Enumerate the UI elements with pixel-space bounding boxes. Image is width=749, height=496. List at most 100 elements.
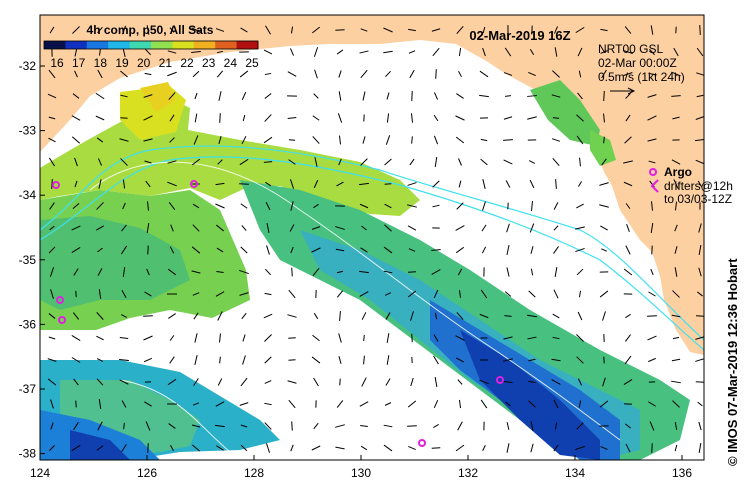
current-vector bbox=[290, 246, 294, 254]
current-legend-line1: NRT00 GSL bbox=[598, 42, 663, 56]
current-vector bbox=[264, 72, 272, 76]
current-vector bbox=[386, 355, 390, 365]
current-vector bbox=[694, 138, 704, 142]
current-vector bbox=[359, 291, 369, 297]
current-vector bbox=[482, 179, 486, 189]
current-vector bbox=[242, 114, 246, 122]
current-vector bbox=[459, 290, 461, 298]
current-vector bbox=[506, 443, 510, 453]
current-vector bbox=[287, 380, 297, 384]
current-vector bbox=[503, 336, 513, 340]
current-vector bbox=[603, 113, 605, 123]
current-vector bbox=[339, 135, 341, 145]
current-vector bbox=[289, 179, 295, 189]
current-vector bbox=[527, 95, 537, 97]
current-vector bbox=[143, 94, 153, 98]
current-vector bbox=[552, 313, 560, 319]
current-vector bbox=[96, 335, 104, 341]
current-vector bbox=[313, 422, 319, 430]
current-legend-line3: 0.5m/s (1kt 24h) bbox=[598, 70, 685, 84]
current-vector bbox=[528, 358, 536, 362]
y-tick-label: -35 bbox=[19, 253, 37, 267]
current-vector bbox=[528, 380, 536, 384]
current-vector bbox=[575, 445, 585, 451]
current-vector bbox=[288, 359, 296, 361]
current-vector bbox=[360, 425, 368, 427]
current-vector bbox=[648, 160, 656, 164]
current-vector bbox=[600, 446, 608, 450]
argo-float-marker bbox=[418, 439, 426, 447]
current-vector bbox=[119, 379, 129, 385]
current-vector bbox=[674, 421, 678, 431]
current-vector bbox=[649, 180, 655, 188]
current-vector bbox=[216, 224, 224, 232]
current-vector bbox=[168, 202, 176, 210]
current-vector bbox=[625, 423, 631, 429]
current-vector bbox=[265, 181, 271, 187]
current-vector bbox=[651, 201, 653, 211]
current-vector bbox=[480, 289, 488, 299]
current-vector bbox=[122, 202, 126, 210]
current-vector bbox=[337, 113, 343, 123]
current-vector bbox=[623, 268, 633, 276]
argo-marker-icon bbox=[649, 168, 657, 176]
current-vector bbox=[695, 381, 704, 383]
current-vector bbox=[338, 158, 342, 166]
current-vector bbox=[433, 355, 439, 365]
current-vector bbox=[458, 180, 462, 188]
current-vector bbox=[458, 399, 462, 409]
current-vector bbox=[144, 291, 152, 297]
current-vector bbox=[385, 135, 391, 145]
current-vector bbox=[312, 136, 320, 144]
current-vector bbox=[95, 92, 105, 100]
current-vector bbox=[576, 356, 584, 364]
current-vector bbox=[170, 445, 174, 451]
current-vector bbox=[529, 179, 535, 189]
current-vector bbox=[576, 203, 584, 209]
current-vector bbox=[122, 179, 126, 189]
current-vector bbox=[695, 336, 704, 340]
current-vector bbox=[674, 201, 678, 211]
y-tick-label: -33 bbox=[19, 124, 37, 138]
current-vector bbox=[551, 94, 561, 98]
current-vector bbox=[361, 225, 367, 231]
current-vector bbox=[578, 400, 582, 408]
current-vector bbox=[577, 378, 583, 386]
current-vector bbox=[47, 378, 57, 386]
current-vector bbox=[698, 244, 702, 256]
current-vector bbox=[167, 71, 177, 77]
current-vector bbox=[97, 69, 103, 79]
current-vector bbox=[215, 291, 225, 297]
drifter-track-icon bbox=[650, 179, 659, 193]
current-vector bbox=[71, 136, 81, 144]
current-vector bbox=[624, 26, 632, 34]
current-vector bbox=[97, 158, 103, 166]
current-vector bbox=[383, 270, 393, 274]
current-vector bbox=[625, 114, 631, 122]
current-vector bbox=[600, 28, 608, 32]
colorbar-tick-label: 16 bbox=[50, 56, 64, 70]
current-vector bbox=[386, 92, 390, 100]
current-vector bbox=[553, 202, 559, 210]
current-vector bbox=[623, 49, 633, 55]
current-vector bbox=[577, 181, 583, 187]
current-vector bbox=[192, 402, 200, 406]
current-vector bbox=[695, 116, 704, 120]
current-vector bbox=[578, 290, 582, 298]
current-vector bbox=[335, 226, 345, 230]
current-vector bbox=[482, 201, 486, 211]
current-vector bbox=[264, 380, 272, 384]
current-vector bbox=[603, 90, 605, 102]
current-vector bbox=[49, 225, 55, 231]
current-vector bbox=[240, 424, 248, 428]
current-vectors bbox=[47, 25, 704, 453]
current-vector bbox=[479, 379, 489, 385]
current-vector bbox=[239, 402, 249, 406]
current-vector bbox=[455, 115, 465, 121]
current-vector bbox=[482, 47, 486, 57]
current-vector bbox=[311, 445, 321, 451]
current-vector bbox=[482, 444, 486, 452]
current-vector bbox=[433, 399, 439, 409]
current-vector bbox=[239, 269, 249, 275]
current-vector bbox=[457, 379, 463, 385]
